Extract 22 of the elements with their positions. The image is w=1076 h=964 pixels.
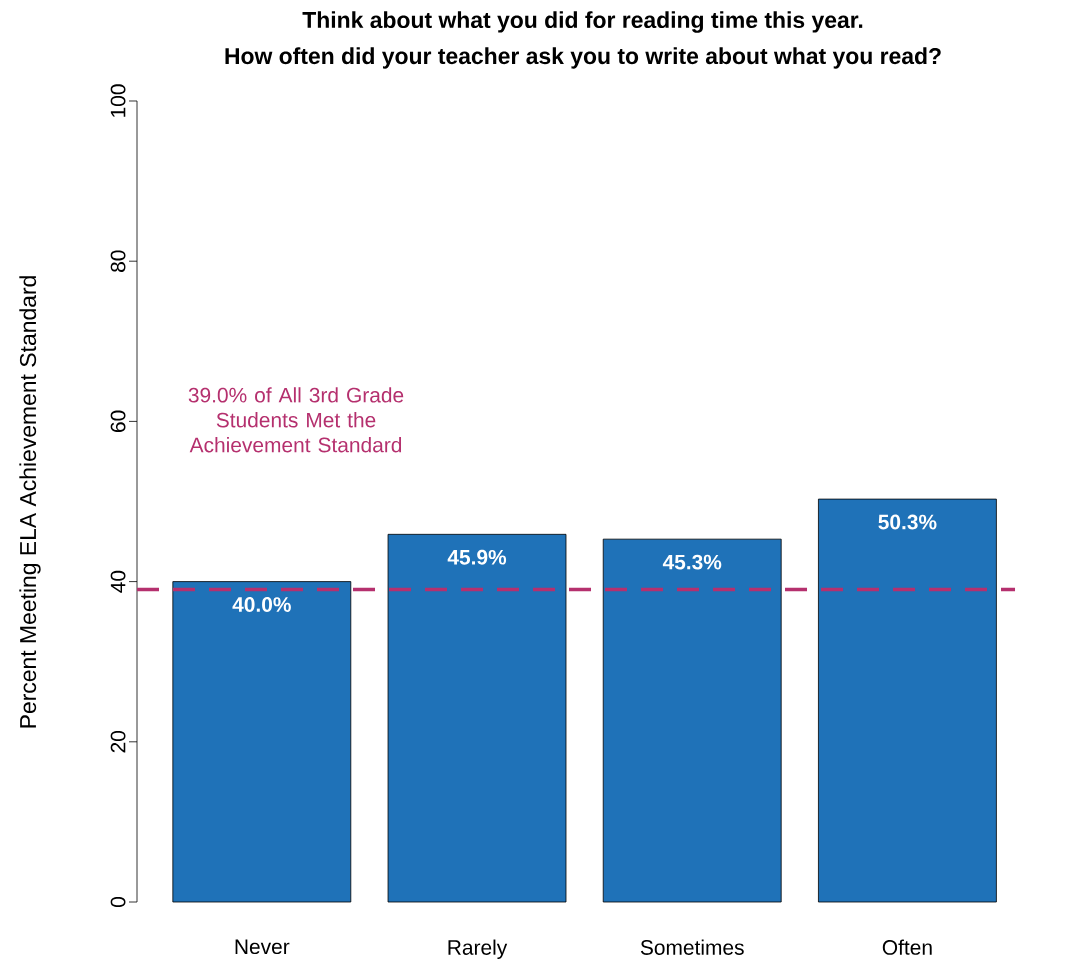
- bar: [602, 538, 782, 903]
- ref-line-label: 39.0% of All 3rd Grade Students Met the Achievement Standard: [188, 387, 404, 453]
- x-tick-label: Often: [882, 939, 932, 955]
- y-tick-label: 100: [110, 84, 126, 117]
- y-tick-label: 20: [110, 730, 126, 753]
- y-tick-label: 40: [110, 570, 126, 593]
- data-label: 40.0%: [232, 597, 291, 612]
- bar: [387, 533, 567, 903]
- x-tick-label: Never: [235, 939, 290, 955]
- x-tick-label: Rarely: [448, 939, 508, 960]
- bar: [818, 498, 997, 903]
- y-axis-title: Percent Meeting ELA Achievement Standard: [19, 276, 41, 728]
- chart-subtitle: How often did your teacher ask you to write about what you read?: [225, 47, 941, 69]
- bar: [172, 581, 352, 903]
- x-tick-label: Sometimes: [640, 939, 744, 955]
- y-tick-label: 80: [110, 250, 126, 272]
- chart-title: Think about what you did for reading time this year.: [302, 11, 863, 33]
- data-label: 45.3%: [662, 554, 722, 570]
- data-label: 50.3%: [878, 514, 937, 530]
- data-label: 45.9%: [447, 549, 507, 565]
- y-tick-label: 60: [110, 410, 126, 432]
- y-tick-label: 0: [110, 897, 126, 908]
